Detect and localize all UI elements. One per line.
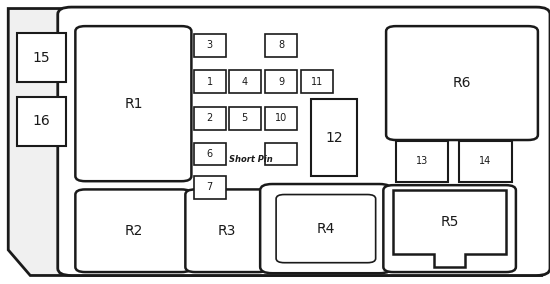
Text: 9: 9 bbox=[278, 77, 284, 87]
Text: 10: 10 bbox=[275, 113, 287, 123]
Text: R1: R1 bbox=[124, 97, 142, 111]
Text: 3: 3 bbox=[206, 40, 213, 51]
Bar bbox=[265, 70, 297, 93]
Polygon shape bbox=[8, 9, 542, 275]
Text: 15: 15 bbox=[32, 51, 50, 64]
Text: 11: 11 bbox=[311, 77, 323, 87]
Bar bbox=[311, 99, 358, 176]
Bar bbox=[265, 34, 297, 57]
Polygon shape bbox=[393, 190, 506, 267]
Bar bbox=[194, 70, 226, 93]
FancyBboxPatch shape bbox=[383, 185, 516, 272]
Text: R2: R2 bbox=[124, 224, 142, 238]
Bar bbox=[16, 97, 66, 146]
Text: R3: R3 bbox=[218, 224, 236, 238]
FancyBboxPatch shape bbox=[75, 189, 191, 272]
Bar bbox=[459, 141, 512, 182]
Bar bbox=[229, 107, 261, 130]
Text: R6: R6 bbox=[453, 76, 471, 90]
Text: 8: 8 bbox=[278, 40, 284, 51]
Text: Short Pin: Short Pin bbox=[229, 154, 273, 164]
Text: 1: 1 bbox=[206, 77, 213, 87]
FancyBboxPatch shape bbox=[58, 7, 550, 275]
Text: 4: 4 bbox=[241, 77, 248, 87]
Bar bbox=[229, 70, 261, 93]
Bar bbox=[396, 141, 448, 182]
Text: 14: 14 bbox=[479, 156, 492, 166]
Text: R4: R4 bbox=[317, 222, 335, 236]
Bar bbox=[301, 70, 333, 93]
Text: R5: R5 bbox=[441, 215, 459, 229]
FancyBboxPatch shape bbox=[276, 195, 376, 263]
Bar bbox=[194, 107, 226, 130]
Text: 6: 6 bbox=[206, 149, 213, 159]
Bar bbox=[16, 33, 66, 82]
Text: 7: 7 bbox=[206, 182, 213, 193]
Text: 16: 16 bbox=[32, 114, 50, 128]
Text: 2: 2 bbox=[206, 113, 213, 123]
Bar bbox=[265, 107, 297, 130]
Bar bbox=[194, 34, 226, 57]
Text: 12: 12 bbox=[325, 131, 343, 145]
Bar bbox=[265, 143, 297, 165]
Text: 13: 13 bbox=[416, 156, 428, 166]
Bar bbox=[194, 176, 226, 199]
Text: 5: 5 bbox=[241, 113, 248, 123]
FancyBboxPatch shape bbox=[185, 189, 268, 272]
FancyBboxPatch shape bbox=[75, 26, 191, 181]
Bar bbox=[194, 143, 226, 165]
FancyBboxPatch shape bbox=[260, 184, 392, 273]
FancyBboxPatch shape bbox=[386, 26, 538, 140]
Text: R5: R5 bbox=[441, 222, 459, 236]
